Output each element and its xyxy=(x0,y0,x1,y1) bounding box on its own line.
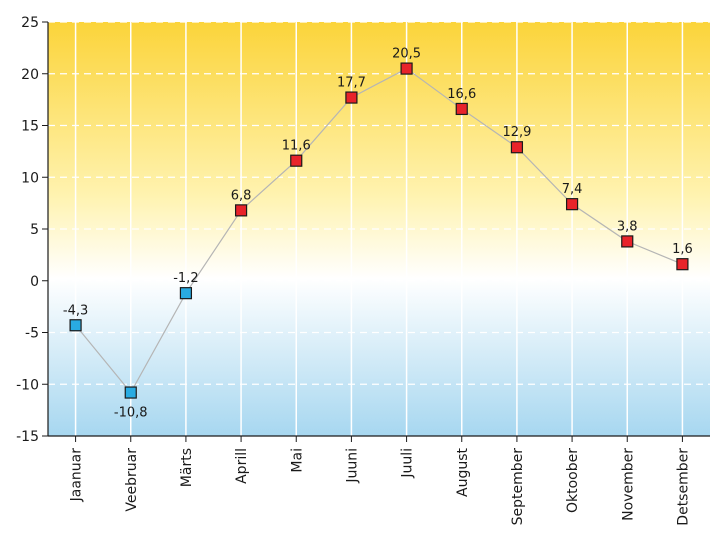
x-tick-label: Veebruar xyxy=(124,448,140,512)
data-label: 12,9 xyxy=(502,125,531,140)
data-markers xyxy=(69,62,689,399)
data-point xyxy=(510,141,524,154)
x-tick-label: Juuli xyxy=(400,448,416,479)
data-label: 6,8 xyxy=(231,188,252,203)
y-tick-label: 0 xyxy=(30,274,39,290)
y-tick-label: 25 xyxy=(21,15,39,31)
data-point xyxy=(400,62,413,75)
y-tick-label: 5 xyxy=(30,222,39,238)
data-point xyxy=(565,198,579,211)
x-tick-label: Juuni xyxy=(344,448,360,484)
data-label: 7,4 xyxy=(562,182,583,197)
data-point xyxy=(234,204,248,217)
data-labels: -4,3 -10,8 -1,2 6,8 11,6 17,7 20,5 16,6 12,9 7,4 3… xyxy=(63,47,693,421)
series-line xyxy=(75,67,683,394)
data-label: 16,6 xyxy=(447,87,476,102)
y-tick-label: 10 xyxy=(21,170,39,186)
data-point xyxy=(290,154,303,167)
data-point xyxy=(69,319,82,332)
data-point xyxy=(455,102,468,116)
y-axis-ticks: -15 -10 -5 0 5 10 15 20 25 xyxy=(16,15,48,445)
y-tick-label: 15 xyxy=(21,119,39,135)
data-label: 17,7 xyxy=(337,76,366,91)
x-tick-label: Aprill xyxy=(234,448,250,484)
y-tick-label: 20 xyxy=(21,67,39,83)
y-tick-label: -15 xyxy=(16,429,39,445)
data-label: -10,8 xyxy=(114,406,148,421)
x-tick-label: September xyxy=(510,448,526,526)
data-label: -1,2 xyxy=(173,271,198,286)
data-point xyxy=(124,386,137,399)
y-tick-label: -5 xyxy=(25,326,39,342)
x-tick-label: August xyxy=(455,447,471,497)
data-point xyxy=(676,258,689,271)
data-point xyxy=(179,287,193,300)
data-label: 11,6 xyxy=(282,139,311,154)
x-tick-label: Oktoober xyxy=(565,448,581,513)
x-tick-label: November xyxy=(620,448,636,521)
data-label: 1,6 xyxy=(672,242,693,257)
data-point xyxy=(621,235,634,248)
grid-lines xyxy=(48,21,710,436)
x-tick-label: Märts xyxy=(179,448,195,487)
x-tick-label: Mai xyxy=(289,448,305,473)
x-tick-label: Jaanuar xyxy=(69,448,85,503)
x-axis-labels: Jaanuar Veebruar Märts Aprill Mai Juuni Juuli A… xyxy=(69,436,691,526)
data-label: 3,8 xyxy=(617,219,638,234)
data-label: 20,5 xyxy=(392,47,421,62)
data-point xyxy=(345,91,358,104)
data-label: -4,3 xyxy=(63,303,88,318)
y-tick-label: -10 xyxy=(16,377,39,393)
x-tick-label: Detsember xyxy=(675,448,691,526)
